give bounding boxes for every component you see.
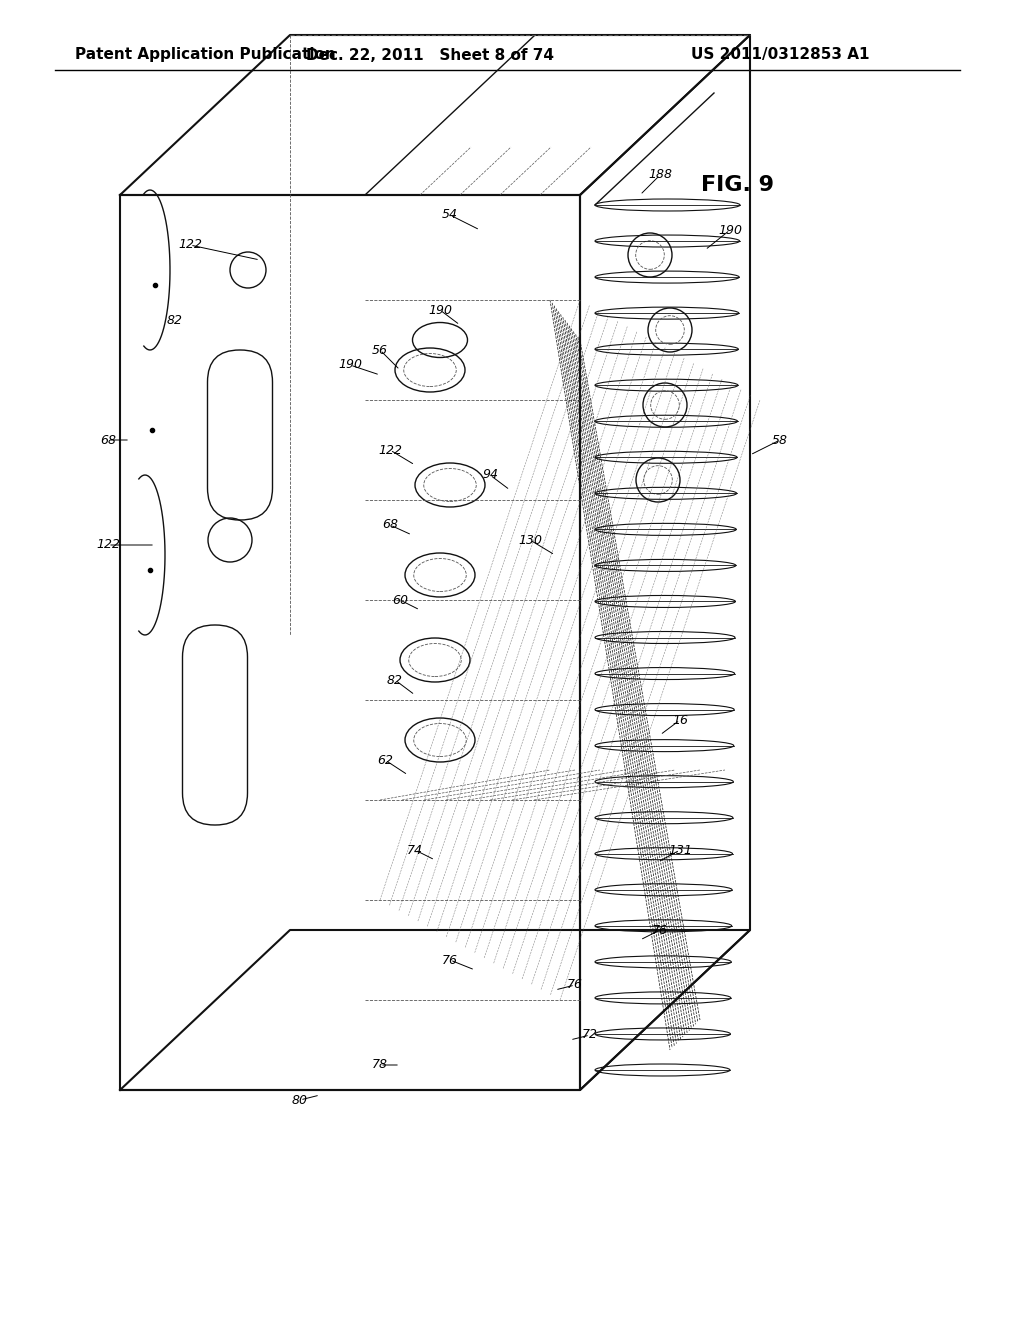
Text: 56: 56 — [372, 343, 388, 356]
Text: 122: 122 — [178, 239, 202, 252]
Text: 130: 130 — [518, 533, 542, 546]
Text: 72: 72 — [582, 1028, 598, 1041]
Text: 58: 58 — [772, 433, 788, 446]
Text: 82: 82 — [387, 673, 403, 686]
Text: 54: 54 — [442, 209, 458, 222]
Text: 78: 78 — [372, 1059, 388, 1072]
Text: 190: 190 — [428, 304, 452, 317]
Text: 76: 76 — [652, 924, 668, 936]
Text: 190: 190 — [718, 223, 742, 236]
FancyBboxPatch shape — [182, 624, 248, 825]
Text: 76: 76 — [567, 978, 583, 991]
Text: FIG. 9: FIG. 9 — [700, 174, 774, 195]
Text: Patent Application Publication: Patent Application Publication — [75, 48, 336, 62]
Text: 122: 122 — [96, 539, 120, 552]
Text: Dec. 22, 2011   Sheet 8 of 74: Dec. 22, 2011 Sheet 8 of 74 — [306, 48, 554, 62]
Text: 122: 122 — [378, 444, 402, 457]
Text: 76: 76 — [442, 953, 458, 966]
Text: 68: 68 — [100, 433, 116, 446]
Text: 60: 60 — [392, 594, 408, 606]
Text: 62: 62 — [377, 754, 393, 767]
Text: 16: 16 — [672, 714, 688, 726]
Text: 190: 190 — [338, 359, 362, 371]
FancyBboxPatch shape — [208, 350, 272, 520]
Text: 188: 188 — [648, 169, 672, 181]
Text: US 2011/0312853 A1: US 2011/0312853 A1 — [691, 48, 869, 62]
Text: 68: 68 — [382, 519, 398, 532]
Text: 94: 94 — [482, 469, 498, 482]
Text: 82: 82 — [167, 314, 183, 326]
Text: 80: 80 — [292, 1093, 308, 1106]
Text: 131: 131 — [668, 843, 692, 857]
Text: 74: 74 — [407, 843, 423, 857]
